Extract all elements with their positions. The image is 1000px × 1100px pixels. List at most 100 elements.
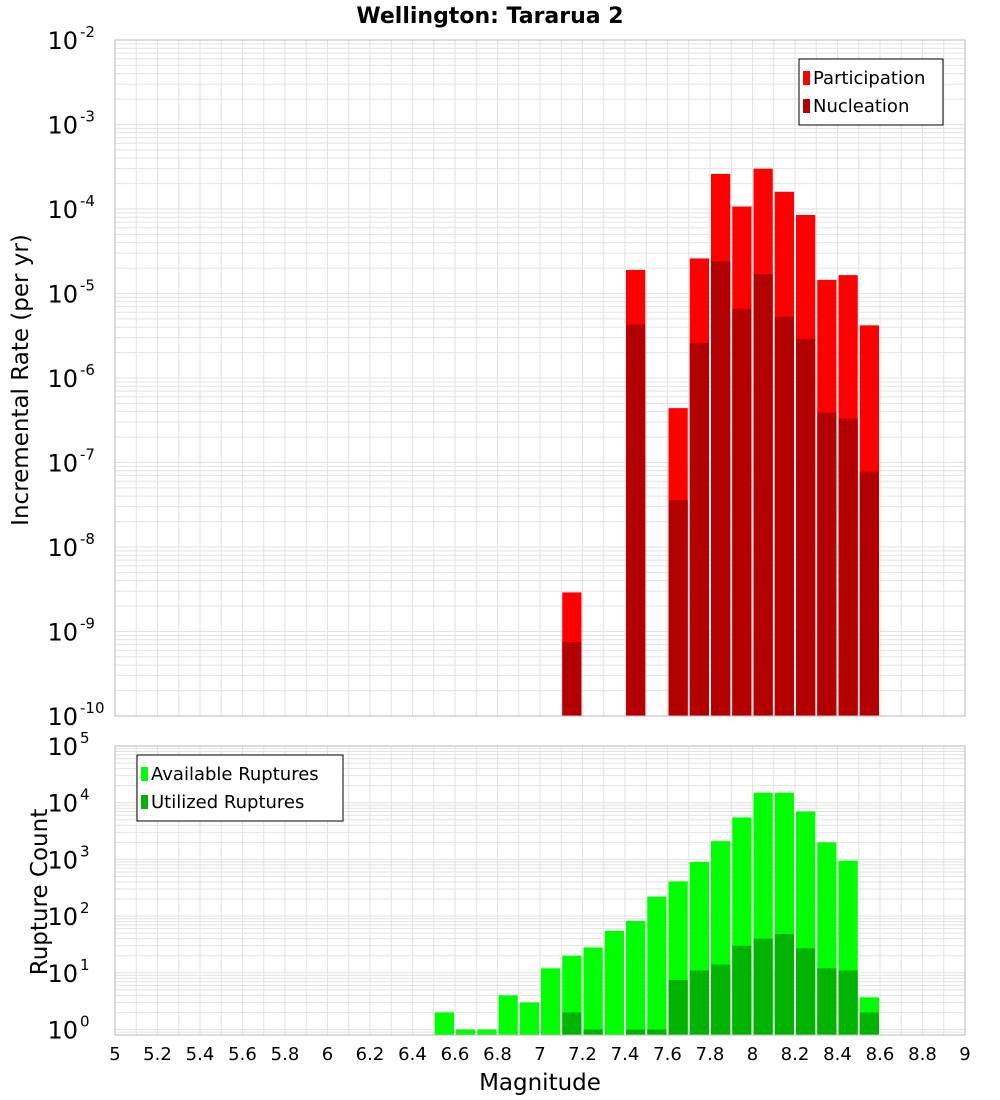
legend-swatch (803, 71, 810, 85)
x-tick-label: 5.2 (143, 1044, 172, 1065)
x-tick-label: 6.8 (483, 1044, 512, 1065)
bar (626, 324, 646, 716)
y-tick-exponent: -7 (80, 446, 95, 464)
legend-swatch (141, 795, 148, 809)
x-tick-label: 8.4 (823, 1044, 852, 1065)
y-tick-label: 10 (47, 960, 78, 988)
x-tick-label: 6.6 (441, 1044, 470, 1065)
x-tick-label: 7.8 (696, 1044, 725, 1065)
bars (562, 168, 879, 717)
x-tick-label: 5.4 (186, 1044, 215, 1065)
bar (796, 948, 816, 1035)
legend-box (798, 58, 944, 126)
y-tick-exponent: 3 (80, 842, 90, 860)
x-tick-label: 5 (109, 1044, 120, 1065)
y-tick-exponent: -9 (80, 615, 95, 633)
plot-frame (114, 39, 966, 717)
y-tick-exponent: -10 (80, 699, 105, 717)
bar (626, 1029, 646, 1035)
x-tick-label: 8 (747, 1044, 758, 1065)
grid (114, 39, 966, 717)
y-tick-exponent: -8 (80, 530, 95, 548)
series-utilized-ruptures (562, 934, 879, 1035)
y-tick-label: 10 (47, 790, 78, 818)
bar (519, 1002, 539, 1035)
y-tick-label: 10 (47, 112, 78, 140)
bar (817, 412, 837, 716)
bar (477, 1029, 497, 1035)
y-tick-exponent: -6 (80, 361, 95, 379)
y-tick-exponent: 0 (80, 1013, 90, 1031)
bar (753, 274, 773, 716)
y-tick-label: 10 (47, 534, 78, 562)
x-tick-label: 5.6 (228, 1044, 257, 1065)
plot-frame (114, 745, 966, 1036)
y-tick-exponent: -2 (80, 23, 95, 41)
y-tick-exponent: 2 (80, 899, 90, 917)
bar (647, 1029, 667, 1035)
x-tick-label: 8.8 (908, 1044, 937, 1065)
bar (753, 938, 773, 1035)
x-tick-label: 6.4 (398, 1044, 427, 1065)
bar (838, 970, 858, 1035)
x-tick-label: 7.2 (568, 1044, 597, 1065)
bar (774, 316, 794, 716)
bars (434, 792, 879, 1035)
legend: Participation Nucleation (798, 58, 944, 126)
legend-label: Nucleation (813, 96, 909, 117)
y-axis-title-bottom: Rupture Count (27, 809, 53, 975)
y-tick-exponent: 5 (80, 729, 90, 747)
legend-swatch (141, 767, 148, 781)
bar (604, 930, 624, 1035)
y-tick-label: 10 (47, 27, 78, 55)
bar (647, 896, 667, 1035)
bar (711, 964, 731, 1035)
y-tick-label: 10 (47, 703, 78, 731)
y-tick-exponent: -3 (80, 108, 95, 126)
bar (498, 995, 518, 1035)
x-tick-label: 7 (534, 1044, 545, 1065)
x-tick-label: 6.2 (356, 1044, 385, 1065)
legend-label: Available Ruptures (151, 764, 319, 785)
bar (796, 338, 816, 716)
bar (817, 968, 837, 1035)
legend-label: Utilized Ruptures (151, 792, 304, 813)
bar (689, 970, 709, 1035)
y-tick-label: 10 (47, 903, 78, 931)
y-tick-label: 10 (47, 619, 78, 647)
y-tick-label: 10 (47, 733, 78, 761)
bar (711, 261, 731, 716)
x-tick-label: 7.4 (611, 1044, 640, 1065)
bar (668, 979, 688, 1035)
y-tick-exponent: 1 (80, 956, 90, 974)
bar (456, 1029, 476, 1035)
x-tick-label: 5.8 (271, 1044, 300, 1065)
bar (434, 1012, 454, 1035)
x-tick-label: 9 (959, 1044, 970, 1065)
bar (562, 1012, 582, 1035)
legend-box (136, 754, 344, 822)
bar (732, 945, 752, 1035)
y-tick-labels: 10-210-310-410-510-610-710-810-910-10 (47, 23, 104, 731)
y-axis-title-top: Incremental Rate (per yr) (8, 234, 34, 526)
bar (668, 499, 688, 716)
x-tick-label: 6 (322, 1044, 333, 1065)
bar (562, 642, 582, 716)
bar (732, 308, 752, 716)
legend-label: Participation (813, 68, 925, 89)
x-tick-label: 7.6 (653, 1044, 682, 1065)
chart-title: Wellington: Tararua 2 (356, 4, 623, 29)
bar (774, 934, 794, 1035)
y-tick-exponent: -5 (80, 277, 95, 295)
bar (689, 342, 709, 716)
bar (859, 1012, 879, 1035)
bar (838, 418, 858, 716)
y-tick-label: 10 (47, 281, 78, 309)
bar (583, 947, 603, 1035)
bar (541, 968, 561, 1035)
bar (583, 1029, 603, 1035)
x-axis-title: Magnitude (479, 1070, 601, 1096)
y-tick-label: 10 (47, 1017, 78, 1045)
bar (626, 920, 646, 1035)
